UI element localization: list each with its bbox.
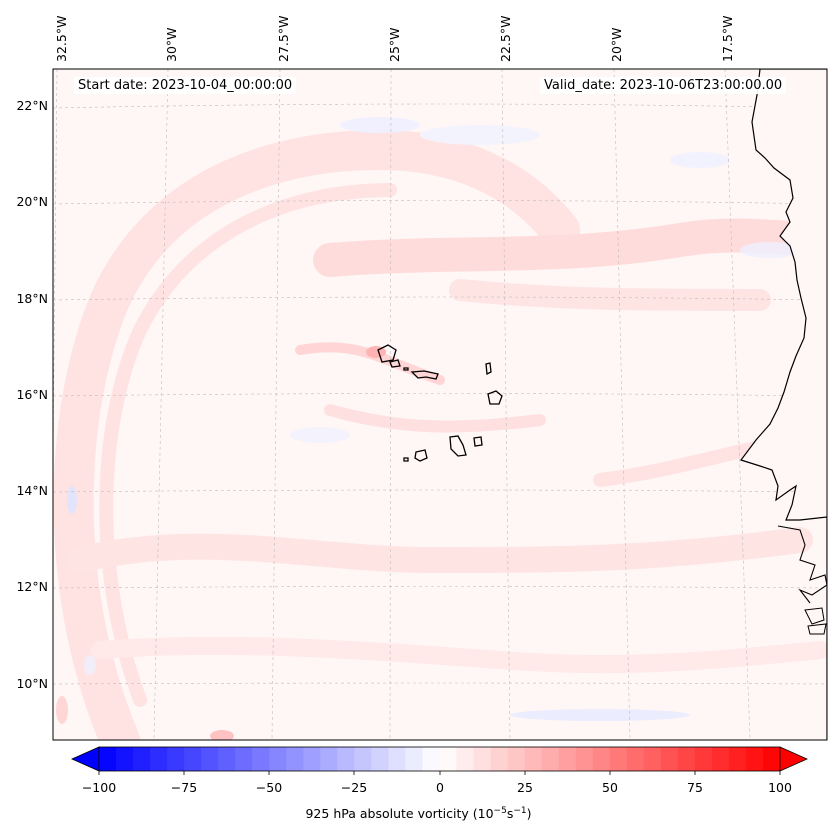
colorbar-step <box>184 747 202 771</box>
colorbar-step <box>711 747 730 771</box>
colorbar-step <box>592 747 611 771</box>
island-maio <box>473 436 483 447</box>
island-boa-vista <box>487 390 503 405</box>
colorbar-extend-pos <box>779 746 808 772</box>
colorbar-step <box>660 747 679 771</box>
colorbar <box>71 746 808 775</box>
colorbar-step <box>286 747 304 771</box>
colorbar-step <box>439 747 458 771</box>
lat-label-18n: 18°N <box>16 291 48 306</box>
colorbar-step <box>99 747 117 771</box>
lat-label-22n: 22°N <box>16 98 48 113</box>
africa-coastline <box>740 69 827 740</box>
colorbar-tick-75: 75 <box>687 780 703 795</box>
colorbar-step <box>490 747 509 771</box>
colorbar-tick-neg50: −50 <box>255 780 283 795</box>
island-sao-nicolau <box>410 370 439 380</box>
colorbar-step <box>337 747 355 771</box>
colorbar-step <box>269 747 287 771</box>
lat-label-10n: 10°N <box>16 676 48 691</box>
map-frame <box>52 68 828 741</box>
island-sal <box>485 362 492 376</box>
colorbar-step <box>575 747 594 771</box>
colorbar-step <box>354 747 372 771</box>
colorbar-step <box>150 747 168 771</box>
lat-label-16n: 16°N <box>16 387 48 402</box>
valid-date-label: Valid_date: 2023-10-06T23:00:00.00 <box>540 77 787 94</box>
colorbar-step <box>167 747 185 771</box>
vorticity-field <box>53 69 827 740</box>
colorbar-step <box>541 747 560 771</box>
island-santo-antao <box>377 344 397 363</box>
colorbar-step <box>235 747 253 771</box>
lat-label-12n: 12°N <box>16 579 48 594</box>
colorbar-tick-50: 50 <box>602 780 618 795</box>
colorbar-step <box>524 747 543 771</box>
graticule <box>53 69 827 740</box>
colorbar-step <box>643 747 662 771</box>
lat-label-20n: 20°N <box>16 194 48 209</box>
colorbar-step <box>456 747 475 771</box>
colorbar-step <box>218 747 236 771</box>
colorbar-step <box>422 747 440 771</box>
colorbar-step <box>677 747 696 771</box>
colorbar-step <box>303 747 321 771</box>
island-sao-vicente <box>389 359 401 368</box>
cabo-verde-islands <box>377 344 503 462</box>
colorbar-label: 925 hPa absolute vorticity (10−5s−1) <box>305 806 532 822</box>
colorbar-step <box>507 747 526 771</box>
colorbar-step <box>745 747 764 771</box>
colorbar-step <box>320 747 338 771</box>
island-santa-luzia <box>403 367 409 371</box>
island-fogo <box>414 449 428 462</box>
colorbar-step <box>116 747 134 771</box>
start-date-label: Start date: 2023-10-04_00:00:00 <box>74 77 297 94</box>
colorbar-tick-0: 0 <box>436 780 444 795</box>
colorbar-step <box>609 747 628 771</box>
colorbar-step <box>626 747 645 771</box>
island-brava <box>403 457 409 462</box>
colorbar-tick-neg75: −75 <box>170 780 198 795</box>
colorbar-tick-neg25: −25 <box>340 780 368 795</box>
colorbar-tick-100: 100 <box>768 780 792 795</box>
colorbar-step <box>728 747 747 771</box>
colorbar-step <box>473 747 492 771</box>
island-santiago <box>449 435 467 457</box>
colorbar-step <box>133 747 151 771</box>
colorbar-step <box>388 747 406 771</box>
colorbar-step <box>694 747 713 771</box>
colorbar-step <box>405 747 423 771</box>
colorbar-tick-25: 25 <box>517 780 533 795</box>
colorbar-tick-neg100: −100 <box>81 780 117 795</box>
colorbar-step <box>252 747 270 771</box>
colorbar-step <box>371 747 389 771</box>
colorbar-extend-neg <box>71 746 100 772</box>
colorbar-step <box>762 747 781 771</box>
lat-label-14n: 14°N <box>16 483 48 498</box>
colorbar-step <box>201 747 219 771</box>
colorbar-step <box>558 747 577 771</box>
